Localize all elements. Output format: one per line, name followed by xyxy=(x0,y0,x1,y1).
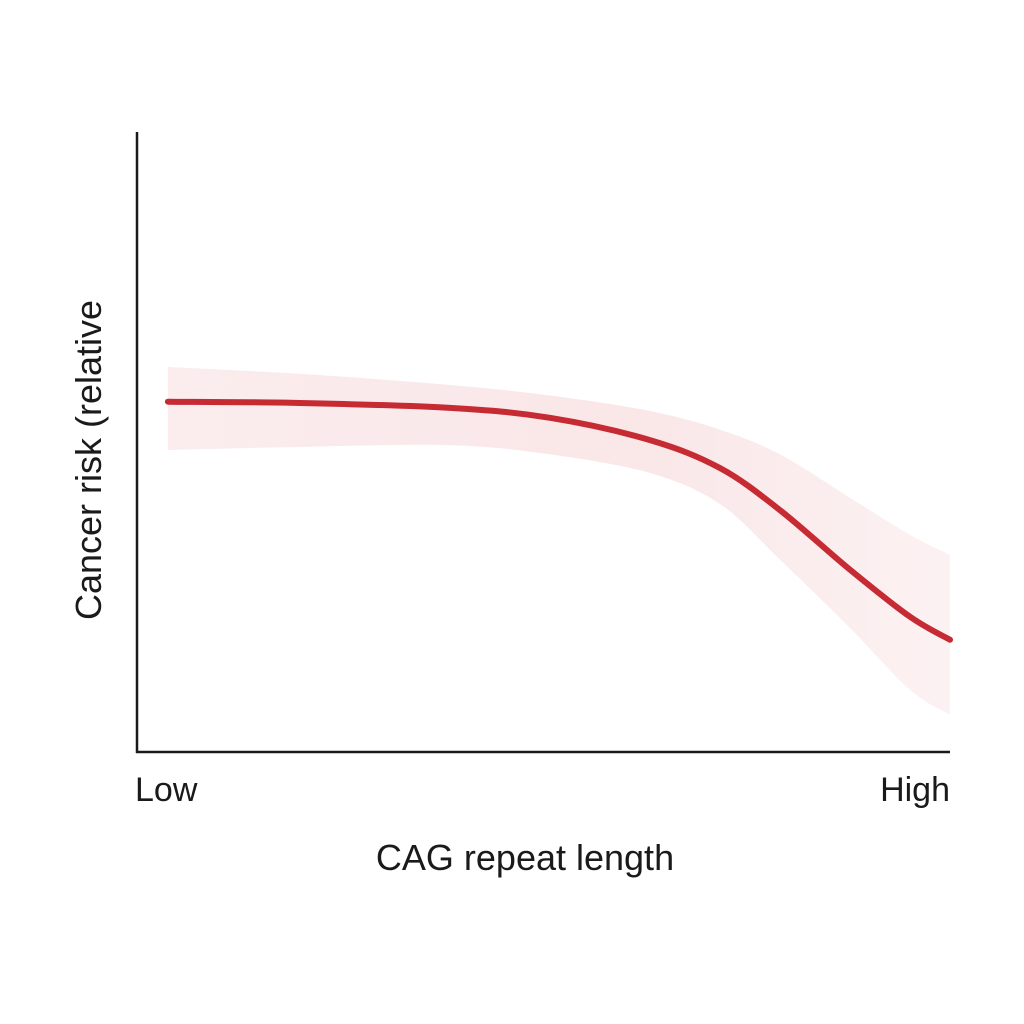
y-axis-label: Cancer risk (relative xyxy=(68,300,109,620)
x-tick-high: High xyxy=(880,771,950,809)
risk-curve xyxy=(164,398,953,643)
x-tick-low: Low xyxy=(135,771,198,809)
confidence-band xyxy=(167,366,951,715)
x-axis-label: CAG repeat length xyxy=(376,837,674,878)
